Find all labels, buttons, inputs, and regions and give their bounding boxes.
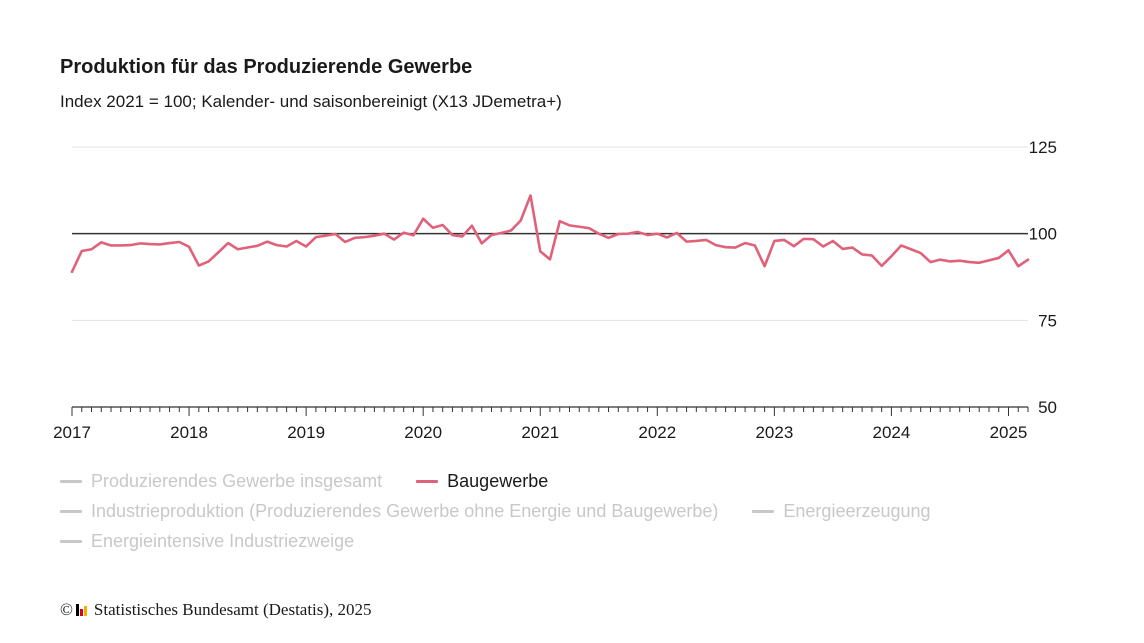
legend-item-energieintensive[interactable]: Energieintensive Industriezweige [60,531,354,552]
footer: © Statistisches Bundesamt (Destatis), 20… [60,600,372,620]
x-tick-label-2024: 2024 [873,423,911,442]
x-tick-label-2020: 2020 [404,423,442,442]
series-line-baugewerbe [70,194,1030,274]
legend-swatch [752,509,775,513]
legend-item-industrieproduktion[interactable]: Industrieproduktion (Produzierendes Gewe… [60,501,718,522]
legend-item-energieerzeugung[interactable]: Energieerzeugung [752,500,931,522]
legend: Produzierendes Gewerbe insgesamt Baugewe… [60,466,965,556]
legend-swatch [60,509,82,513]
y-tick-label-50: 50 [1038,398,1057,417]
copyright-symbol: © [60,600,73,619]
x-tick-label-2021: 2021 [521,423,559,442]
legend-swatch [60,479,82,483]
legend-row-2: Industrieproduktion (Produzierendes Gewe… [60,496,965,526]
chart-subtitle: Index 2021 = 100; Kalender- und saisonbe… [60,92,562,111]
legend-label: Industrieproduktion (Produzierendes Gewe… [91,500,719,521]
legend-label: Energieintensive Industriezweige [91,530,355,551]
destatis-logo-icon [75,604,88,616]
line-chart: 50 75 100 125 2017 2018 2019 2020 2021 2022 2023 20… [53,138,1057,442]
y-tick-label-125: 125 [1029,138,1057,157]
x-tick-label-2018: 2018 [170,423,208,442]
legend-label: Produzierendes Gewerbe insgesamt [91,470,383,491]
x-tick-label-2022: 2022 [638,423,676,442]
legend-item-produzierendes-gewerbe[interactable]: Produzierendes Gewerbe insgesamt [60,471,382,492]
y-tick-label-75: 75 [1038,311,1057,330]
x-tick-label-2017: 2017 [53,423,91,442]
legend-row-1: Produzierendes Gewerbe insgesamt Baugewe… [60,466,965,496]
legend-label: Energieerzeugung [783,500,931,521]
source-text: Statistisches Bundesamt (Destatis), 2025 [93,600,372,619]
x-tick-label-2025: 2025 [990,423,1028,442]
y-tick-label-100: 100 [1029,225,1057,244]
x-tick-label-2019: 2019 [287,423,325,442]
legend-swatch [416,479,439,483]
x-tick-label-2023: 2023 [755,423,793,442]
legend-swatch [60,539,82,543]
legend-item-baugewerbe[interactable]: Baugewerbe [416,471,548,492]
chart-title: Produktion für das Produzierende Gewerbe [60,56,473,78]
legend-row-3: Energieintensive Industriezweige [60,526,965,556]
legend-label: Baugewerbe [447,470,549,491]
